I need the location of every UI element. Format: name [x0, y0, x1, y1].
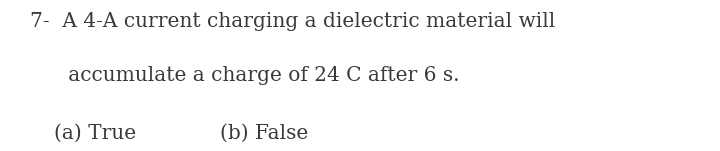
Text: accumulate a charge of 24 C after 6 s.: accumulate a charge of 24 C after 6 s.	[30, 66, 460, 85]
Text: (a) True: (a) True	[54, 124, 136, 143]
Text: (b) False: (b) False	[220, 124, 308, 143]
Text: 7-  A 4-A current charging a dielectric material will: 7- A 4-A current charging a dielectric m…	[30, 12, 556, 31]
